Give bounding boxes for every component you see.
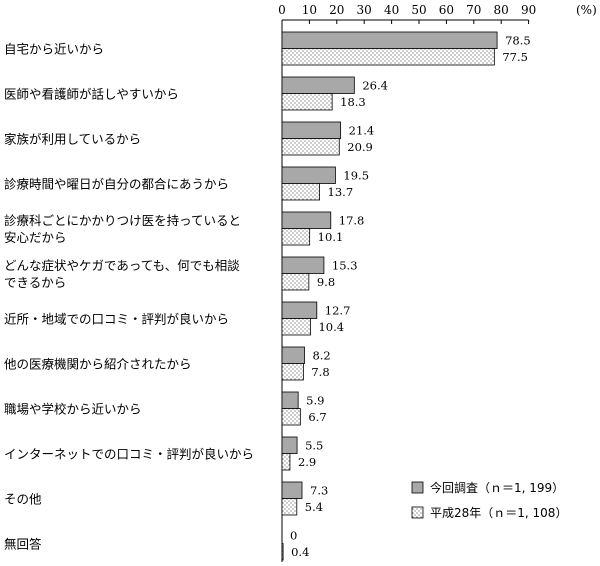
bar-current [281,346,305,364]
bar-current [281,301,318,319]
category-label: 医師や看護師が話しやすいから [4,87,179,102]
bar-h28 [281,138,340,156]
value-label-current: 15.3 [332,258,358,272]
bar-current [281,31,498,49]
value-label-h28: 5.4 [305,500,323,514]
value-label-current: 5.9 [306,393,324,407]
value-label-h28: 10.4 [318,320,344,334]
value-label-h28: 0.4 [291,545,309,559]
value-label-h28: 6.7 [308,410,326,424]
category-label: 近所・地域での口コミ・評判が良いから [4,312,229,327]
bar-h28 [281,228,311,246]
bar-h28 [281,93,333,111]
bar-current [281,256,325,274]
x-tick-label: 30 [357,3,372,17]
bar-h28 [281,453,291,471]
value-label-h28: 77.5 [502,50,528,64]
category-label: 診療時間や曜日が自分の都合にあうから [4,177,229,192]
bar-current [281,211,332,229]
legend-swatch-current [411,481,424,494]
value-label-current: 21.4 [349,123,375,137]
category-label: できるから [4,275,66,290]
legend-swatch-h28 [411,506,424,519]
bar-h28 [281,543,284,561]
value-label-current: 12.7 [325,303,351,317]
x-axis: 0 10 20 30 40 50 60 70 80 90 (%) [278,3,597,562]
value-label-h28: 20.9 [347,140,373,154]
x-tick-label: 0 [278,3,286,17]
bar-h28 [281,363,304,381]
category-labels: 自宅から近いから医師や看護師が話しやすいから家族が利用しているから診療時間や曜日… [4,42,254,552]
category-label: 自宅から近いから [4,42,104,57]
bar-h28 [281,318,311,336]
x-tick-label: 90 [521,3,536,17]
value-label-h28: 13.7 [328,185,354,199]
category-label: 職場や学校から近いから [4,402,142,417]
value-label-current: 19.5 [343,168,369,182]
bar-h28 [281,408,301,426]
category-label: 安心だから [4,230,67,245]
bar-current [281,121,342,139]
value-label-current: 0 [290,528,297,542]
value-label-h28: 18.3 [340,95,366,109]
value-label-h28: 2.9 [298,455,316,469]
x-tick-label: 10 [302,3,317,17]
category-label: 他の医療機関から紹介されたから [4,357,192,372]
value-label-h28: 9.8 [317,275,335,289]
value-label-current: 17.8 [339,213,365,227]
value-label-current: 5.5 [305,438,323,452]
bars: 78.5 77.5 26.4 18.3 21.4 20.9 19.5 13.7 17.8 10.1… [281,31,531,561]
value-label-current: 7.3 [310,483,328,497]
bar-h28 [281,498,298,516]
value-label-h28: 10.1 [318,230,344,244]
legend: 今回調査（ｎ＝1, 199） 平成28年（ｎ＝1, 108） [411,480,567,520]
bar-current [281,76,355,94]
x-tick-label: 80 [494,3,509,17]
x-tick-label: 60 [439,3,454,17]
x-tick-label: 50 [411,3,426,17]
legend-label-h28: 平成28年（ｎ＝1, 108） [430,506,567,520]
category-label: どんな症状やケガであっても、何でも相談 [4,258,240,273]
x-tick-label: 40 [384,3,399,17]
unit-label: (%) [576,3,597,17]
value-label-current: 26.4 [362,78,388,92]
x-tick-label: 20 [329,3,344,17]
x-tick-label: 70 [466,3,481,17]
bar-h28 [281,273,310,291]
bar-current [281,481,303,499]
value-label-current: 8.2 [312,348,330,362]
bar-h28 [281,48,495,66]
category-label: 診療科ごとにかかりつけ医を持っていると [4,213,241,228]
value-label-h28: 7.8 [311,365,329,379]
category-label: その他 [4,492,42,507]
category-label: 無回答 [4,537,42,552]
category-label: インターネットでの口コミ・評判が良いから [4,447,254,462]
value-label-current: 78.5 [505,33,531,47]
bar-current [281,436,298,454]
bar-current [281,166,336,184]
legend-label-current: 今回調査（ｎ＝1, 199） [430,480,564,495]
bar-current [281,391,299,409]
category-label: 家族が利用しているから [4,132,141,147]
bar-h28 [281,183,320,201]
